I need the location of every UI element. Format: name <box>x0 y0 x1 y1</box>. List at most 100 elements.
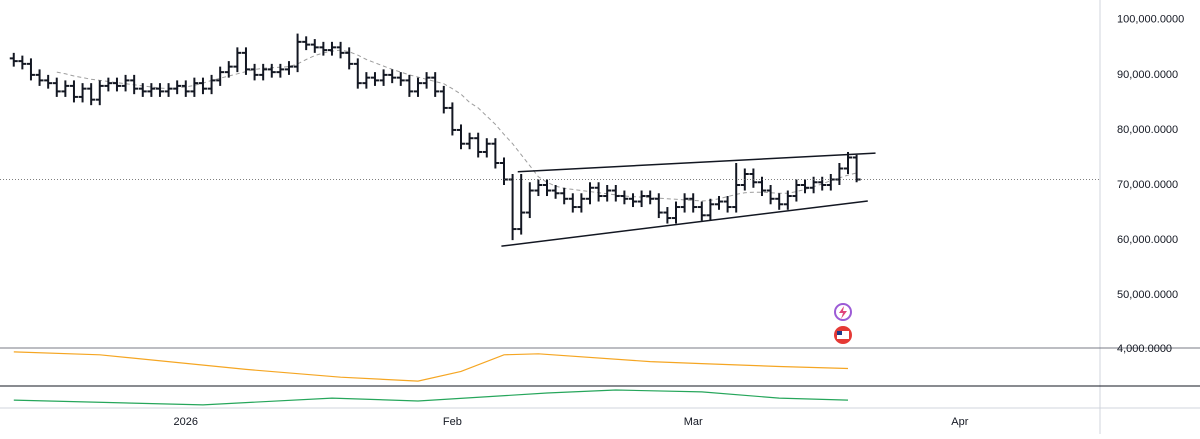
y-tick-label: 80,000.0000 <box>1117 124 1178 136</box>
ohlc-bar <box>52 77 61 97</box>
ohlc-bar <box>723 196 732 213</box>
ohlc-bar <box>293 33 302 73</box>
ohlc-bar <box>628 193 637 208</box>
ohlc-bar <box>112 77 121 92</box>
ohlc-bar <box>818 176 827 191</box>
ohlc-bar <box>749 168 758 188</box>
ohlc-bar <box>465 132 474 150</box>
y-tick-label: 60,000.0000 <box>1117 234 1178 246</box>
icon-glyph <box>837 331 849 339</box>
ohlc-bar <box>405 74 414 97</box>
y-tick-label: 70,000.0000 <box>1117 179 1178 191</box>
ohlc-bar <box>379 69 388 86</box>
x-tick-label: 2026 <box>174 416 198 428</box>
ohlc-bar <box>241 47 250 75</box>
ohlc-bar <box>61 80 70 97</box>
ohlc-bar <box>792 179 801 202</box>
ohlc-bar <box>585 182 594 205</box>
ohlc-bar <box>181 80 190 97</box>
ohlc-bar <box>147 83 156 97</box>
ohlc-bar <box>26 58 35 81</box>
ohlc-bar <box>87 83 96 106</box>
ohlc-bar <box>646 190 655 205</box>
ohlc-bar <box>439 85 448 114</box>
ohlc-bar <box>775 193 784 210</box>
ohlc-bar <box>654 193 663 219</box>
ohlc-bar <box>413 77 422 97</box>
ohlc-bar <box>697 201 706 221</box>
ohlc-bar <box>327 41 336 56</box>
ohlc-bar <box>534 179 543 197</box>
trendline <box>517 152 876 173</box>
ohlc-bar <box>474 132 483 158</box>
x-tick-label: Apr <box>951 416 968 428</box>
ohlc-bar <box>284 61 293 75</box>
y-tick-label: 100,000.0000 <box>1117 14 1184 26</box>
ohlc-bar <box>525 182 534 219</box>
x-tick-label: Feb <box>443 416 462 428</box>
ohlc-bar <box>560 187 569 205</box>
ohlc-bar <box>663 207 672 224</box>
indicator-line <box>13 389 849 406</box>
icon-flag[interactable] <box>834 326 852 344</box>
ohlc-bar <box>276 63 285 78</box>
ohlc-bar <box>138 83 147 97</box>
ohlc-bar <box>456 124 465 150</box>
ohlc-bar <box>259 63 268 81</box>
ohlc-bar <box>671 201 680 224</box>
y-tick-label: 90,000.0000 <box>1117 69 1178 81</box>
ohlc-bar <box>542 179 551 197</box>
ohlc-bar <box>224 61 233 78</box>
ohlc-bar <box>164 83 173 97</box>
ohlc-bar <box>568 193 577 213</box>
ohlc-bar <box>267 63 276 78</box>
ohlc-bar <box>491 138 500 169</box>
ohlc-bar <box>448 102 457 136</box>
ohlc-bar <box>482 138 491 158</box>
x-tick-label: Mar <box>684 416 703 428</box>
ohlc-bar <box>594 182 603 202</box>
ohlc-bar <box>319 41 328 56</box>
ohlc-bar <box>422 72 431 89</box>
ohlc-bar <box>190 77 199 97</box>
ohlc-bar <box>207 74 216 95</box>
icon-bolt[interactable] <box>834 303 852 321</box>
ohlc-bar <box>732 162 741 213</box>
ohlc-bar <box>233 47 242 73</box>
ohlc-bar <box>302 36 311 51</box>
ohlc-bar <box>216 66 225 86</box>
indicator-tick-label: 4,000.0000 <box>1117 343 1172 355</box>
ohlc-bar <box>620 190 629 205</box>
ohlc-bar <box>362 72 371 89</box>
ohlc-bar <box>517 174 526 235</box>
ohlc-bar <box>577 193 586 213</box>
ohlc-bar <box>345 47 354 70</box>
ohlc-bar <box>801 179 810 194</box>
icon-glyph <box>837 331 842 335</box>
ohlc-bar <box>310 39 319 53</box>
ohlc-bar <box>130 74 139 95</box>
ohlc-bar <box>370 72 379 86</box>
ohlc-bar <box>69 80 78 103</box>
icon-glyph <box>839 306 847 319</box>
ohlc-bar <box>603 185 612 202</box>
ohlc-bar <box>706 198 715 221</box>
ohlc-bar <box>78 83 87 103</box>
ohlc-bar <box>198 77 207 95</box>
ohlc-bar <box>396 72 405 86</box>
ohlc-bar <box>9 52 18 67</box>
ohlc-bar <box>783 190 792 210</box>
ohlc-bar <box>95 80 104 106</box>
ohlc-bar <box>689 193 698 213</box>
ohlc-bar <box>714 196 723 210</box>
ohlc-bar <box>844 151 853 174</box>
ohlc-bar <box>680 193 689 213</box>
ohlc-bar <box>173 80 182 95</box>
ohlc-bar <box>611 185 620 202</box>
ohlc-bar <box>44 74 53 89</box>
trendline <box>501 200 868 247</box>
moving-average <box>56 49 857 202</box>
